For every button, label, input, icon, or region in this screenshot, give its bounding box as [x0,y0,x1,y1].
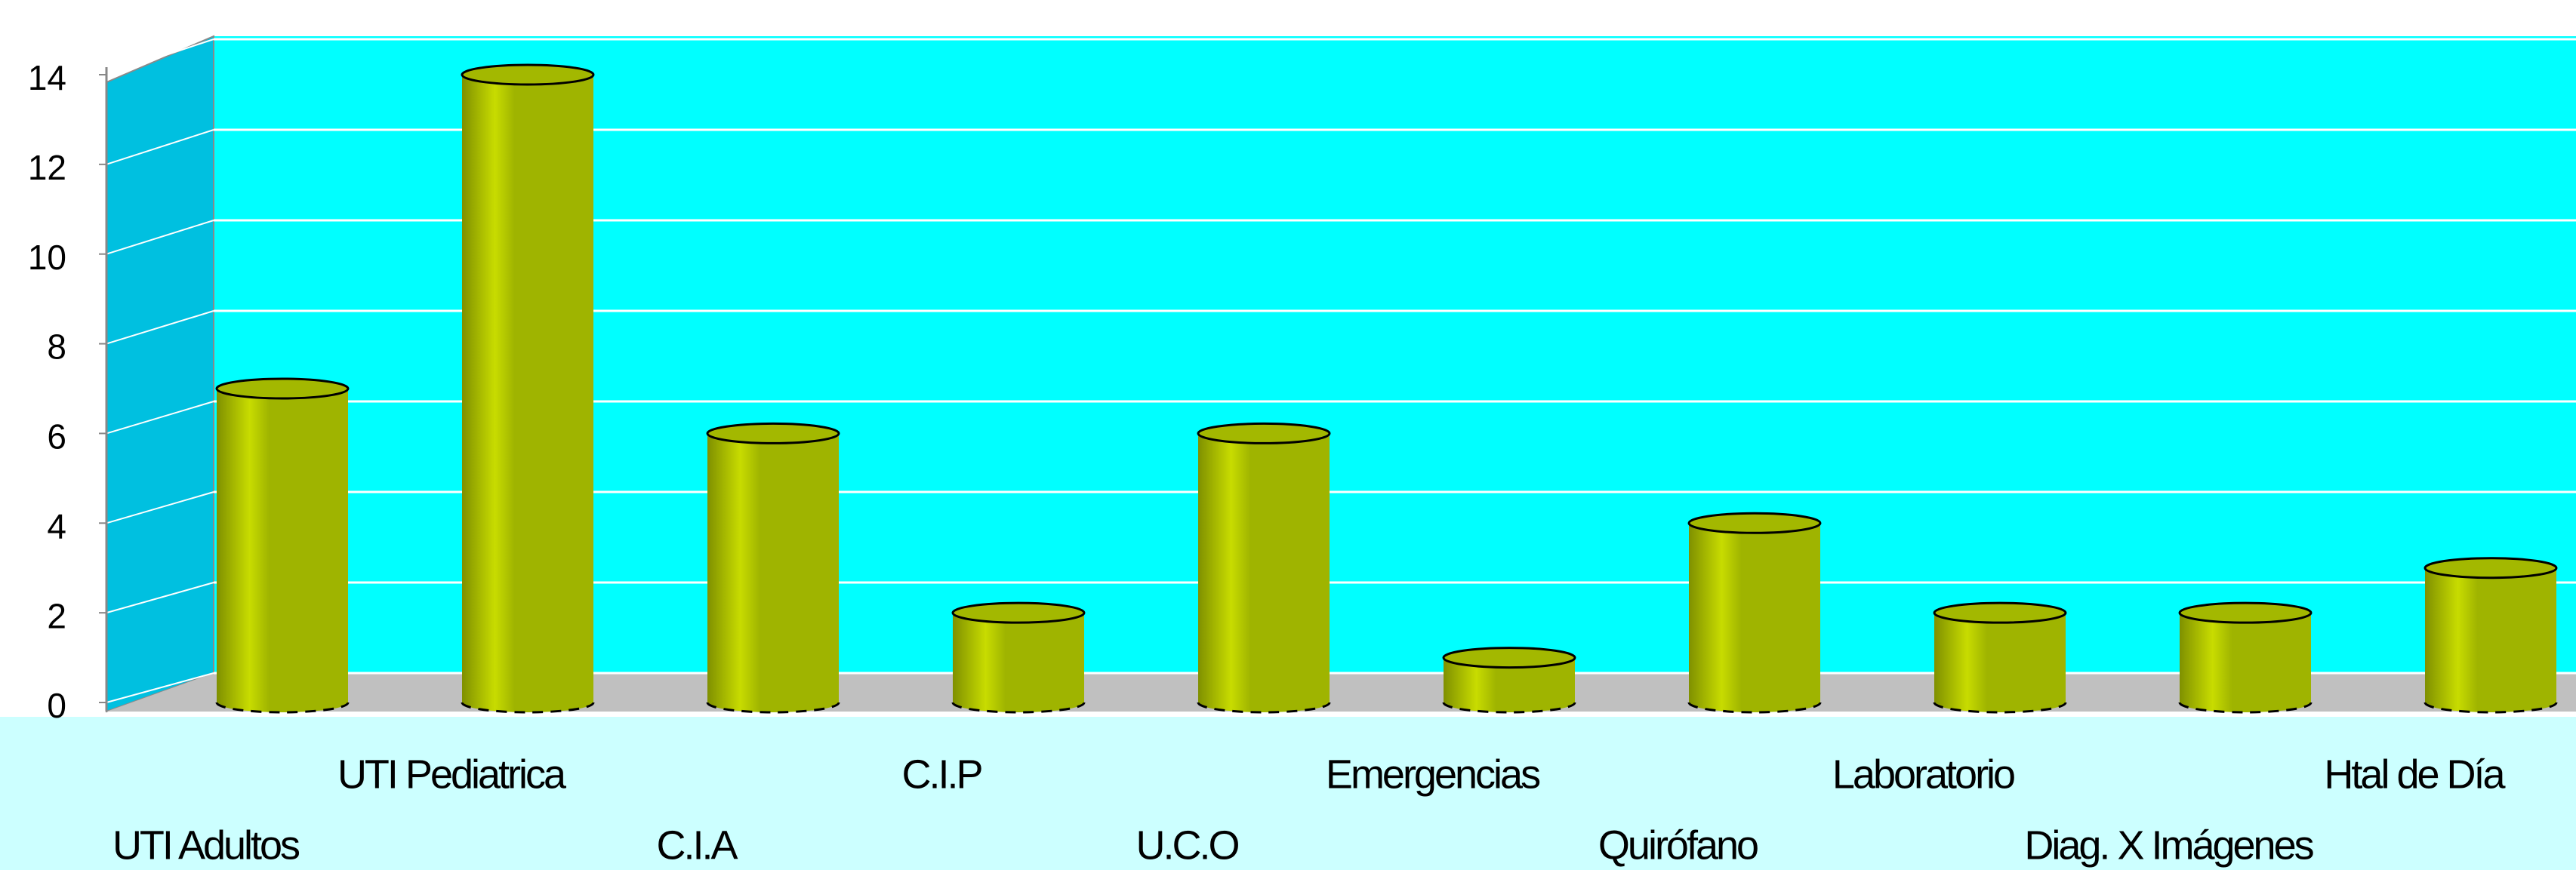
cylinder [2178,601,2313,714]
cylinder-top [2423,557,2558,579]
y-tick-label: 12 [28,148,66,187]
cylinder-top [1933,601,2067,624]
cylinder-bottom [1197,702,1331,714]
cylinder-bottom [461,702,595,714]
bar [707,433,839,702]
y-tick-label: 4 [47,506,66,546]
cylinder-bottom [2423,702,2558,714]
side-grid-line [106,672,214,703]
bar [217,389,348,702]
side-wall [106,35,214,713]
cylinder-top [215,377,350,400]
cylinder [1687,512,1822,714]
cylinder [2423,557,2558,714]
bar [1934,613,2066,702]
cylinder-bottom [1687,702,1822,714]
y-tick-label: 2 [47,596,66,635]
y-tick-label: 10 [28,238,66,277]
cylinder-bottom [706,702,840,714]
bar [2180,613,2311,702]
bar [462,75,593,702]
cylinder-bottom [1442,702,1576,714]
y-tick-label: 14 [28,58,66,97]
bar [1689,523,1820,702]
cylinder [1933,601,2067,714]
x-tick-label: UTI Adultos [112,822,300,868]
x-tick-label: Laboratorio [1832,752,2014,797]
bar [2425,567,2556,702]
bar [1198,433,1330,702]
cylinder-bottom [215,702,350,714]
y-tick-label: 0 [47,686,66,725]
bar [953,613,1084,702]
x-tick-label: Diag. X Imágenes [2024,822,2313,868]
side-grid-line [106,401,214,435]
cylinder-top [2178,601,2313,624]
back-wall [214,36,2576,673]
side-grid-line [106,582,214,614]
side-grid-line [106,491,214,524]
x-tick-label: Quirófano [1598,822,1758,868]
cylinder-top [1442,647,1576,669]
cylinder [1197,422,1331,714]
x-tick-label: Emergencias [1326,752,1540,797]
cylinder [951,601,1086,714]
side-grid-line [106,38,214,75]
cylinder-bottom [2178,702,2313,714]
side-grid-line [106,220,214,255]
x-tick-label: C.I.A [656,822,738,868]
label-area [0,717,2576,870]
x-tick-label: U.C.O [1135,822,1238,868]
cylinder-bottom [1933,702,2067,714]
y-tick-label: 6 [47,417,66,457]
cylinder-bottom [951,702,1086,714]
side-grid-line [106,129,214,165]
side-grid-line [106,310,214,345]
cylinder-top [1197,422,1331,444]
cylinder-top [461,63,595,86]
cylinder-top [1687,512,1822,534]
x-tick-label: UTI Pediatrica [337,752,567,797]
cylinder [1442,647,1576,714]
x-tick-label: Htal de Día [2324,752,2506,797]
cylinder [706,422,840,714]
cylinder-top [951,601,1086,624]
x-tick-label: C.I.P [901,752,981,797]
cylinder-top [706,422,840,444]
cylinder [215,377,350,714]
y-tick-label: 8 [47,327,66,367]
cylinder [461,63,595,714]
